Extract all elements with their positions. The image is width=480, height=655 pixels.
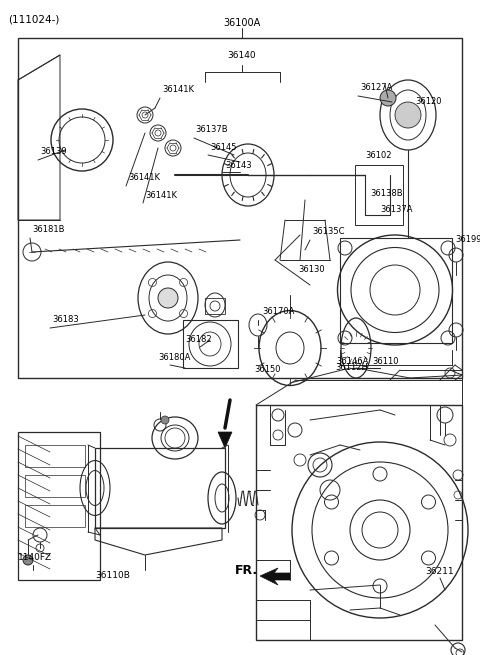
Bar (340, 238, 452, 343)
Text: 36141K: 36141K (162, 86, 194, 94)
Text: 36180A: 36180A (158, 354, 191, 362)
Text: 36102: 36102 (365, 151, 392, 160)
Text: 36182: 36182 (185, 335, 212, 345)
Text: 36141K: 36141K (128, 174, 160, 183)
Text: 36120: 36120 (415, 98, 442, 107)
Text: 36170A: 36170A (262, 307, 294, 316)
Circle shape (23, 555, 33, 565)
Text: 36141K: 36141K (145, 191, 177, 200)
Circle shape (395, 102, 421, 128)
Text: 36138B: 36138B (370, 189, 403, 198)
Bar (25, 505, 85, 527)
Bar (18, 432, 100, 580)
Polygon shape (218, 432, 232, 448)
Text: 36137B: 36137B (195, 126, 228, 134)
Text: 36135C: 36135C (312, 227, 345, 236)
Text: 36110B: 36110B (95, 571, 130, 580)
Text: 36110: 36110 (372, 358, 398, 367)
Bar (355, 165, 403, 225)
Text: 36183: 36183 (52, 316, 79, 324)
Circle shape (380, 90, 396, 106)
Text: 36146A: 36146A (336, 358, 368, 367)
Text: 36127A: 36127A (360, 83, 392, 92)
Text: 36137A: 36137A (380, 206, 412, 214)
Text: 36100A: 36100A (223, 18, 261, 28)
Bar (25, 475, 85, 497)
Bar (95, 448, 225, 528)
Circle shape (161, 416, 169, 424)
Circle shape (158, 288, 178, 308)
Text: 36130: 36130 (298, 265, 324, 274)
Text: 36139: 36139 (40, 147, 67, 157)
Bar (25, 445, 85, 467)
Text: 36143: 36143 (225, 160, 252, 170)
Text: 36150: 36150 (255, 365, 281, 375)
Text: 36140: 36140 (228, 52, 256, 60)
Bar (18, 38, 462, 378)
Text: 36145: 36145 (210, 143, 237, 153)
Text: 36181B: 36181B (32, 225, 64, 234)
Text: (111024-): (111024-) (8, 14, 60, 24)
Text: 1140FZ: 1140FZ (18, 553, 52, 563)
Text: FR.: FR. (235, 563, 258, 576)
Text: 36199: 36199 (455, 236, 480, 244)
Text: 36211: 36211 (425, 567, 454, 576)
Polygon shape (260, 568, 290, 585)
Text: 36112H: 36112H (335, 364, 368, 373)
Bar (183, 320, 238, 368)
Bar (205, 298, 225, 314)
